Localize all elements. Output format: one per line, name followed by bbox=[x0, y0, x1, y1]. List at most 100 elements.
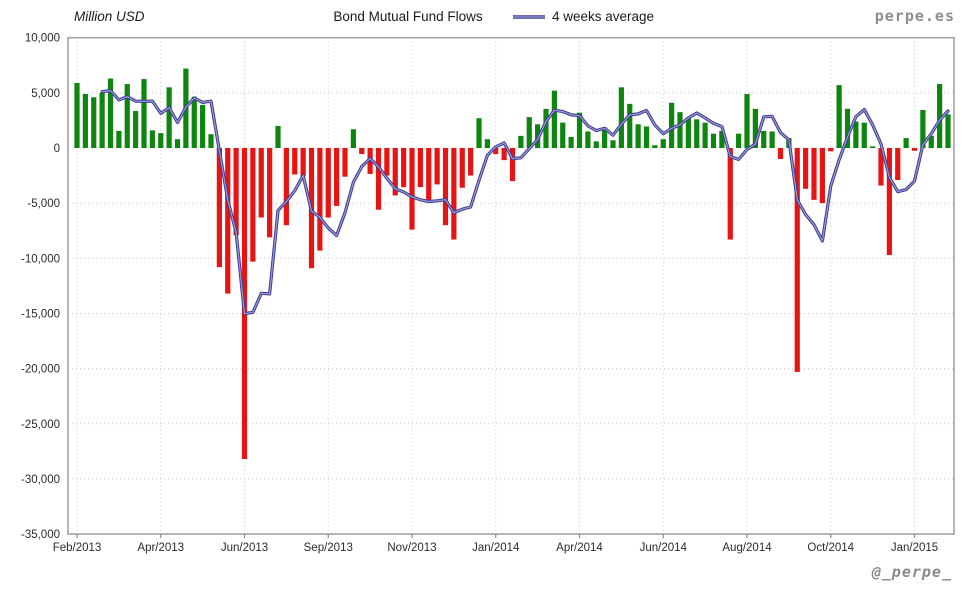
y-axis-tick-label: 10,000 bbox=[25, 33, 60, 45]
legend-label: 4 weeks average bbox=[552, 9, 655, 24]
x-axis-tick-label: Jan/2015 bbox=[891, 542, 938, 554]
x-axis-tick-label: Apr/2014 bbox=[556, 542, 603, 554]
y-axis-tick-label: -35,000 bbox=[21, 529, 60, 541]
y-axis-tick-label: 0 bbox=[54, 143, 60, 155]
flow-bar-positive bbox=[702, 122, 708, 148]
plot-border bbox=[67, 36, 955, 535]
flow-bar-positive bbox=[568, 136, 574, 148]
flow-bar-negative bbox=[300, 148, 306, 177]
flow-bar-positive bbox=[166, 87, 172, 148]
flow-bar-positive bbox=[643, 126, 650, 148]
y-axis-tick-label: -25,000 bbox=[21, 419, 60, 431]
flow-bar-negative bbox=[342, 148, 348, 177]
flow-bar-negative bbox=[878, 148, 884, 186]
x-axis-tick-label: Oct/2014 bbox=[807, 542, 854, 554]
flow-bar-negative bbox=[359, 148, 365, 155]
flow-bar-negative bbox=[459, 148, 465, 188]
flow-bar-negative bbox=[401, 148, 407, 188]
flow-bar-negative bbox=[828, 148, 834, 152]
flow-bar-positive bbox=[861, 122, 867, 148]
flow-bar-positive bbox=[744, 93, 750, 148]
y-axis-tick-label: 5,000 bbox=[31, 88, 60, 100]
flow-bar-positive bbox=[844, 108, 851, 148]
x-axis-tick-label: Jun/2014 bbox=[640, 542, 688, 554]
flow-bar-negative bbox=[267, 148, 273, 238]
flow-bar-positive bbox=[761, 130, 767, 148]
flow-bar-positive bbox=[560, 122, 566, 148]
flow-bar-positive bbox=[350, 129, 356, 148]
flow-bar-positive bbox=[174, 139, 181, 148]
flow-bar-negative bbox=[442, 148, 449, 226]
flow-bar-negative bbox=[334, 148, 340, 206]
flow-bar-positive bbox=[870, 146, 876, 148]
y-axis-tick-label: -5,000 bbox=[27, 198, 60, 210]
flow-bar-negative bbox=[375, 148, 382, 210]
brand-watermark: perpe.es bbox=[874, 7, 955, 25]
flow-bar-positive bbox=[99, 92, 105, 148]
flow-bar-positive bbox=[576, 112, 583, 148]
flow-bar-negative bbox=[886, 148, 892, 255]
flow-bar-negative bbox=[509, 148, 516, 182]
y-axis-tick-label: -30,000 bbox=[21, 474, 60, 486]
flow-bar-positive bbox=[585, 131, 591, 148]
flow-bar-positive bbox=[275, 125, 281, 148]
flow-bar-positive bbox=[836, 85, 842, 148]
flow-bar-positive bbox=[660, 139, 666, 148]
flow-bar-positive bbox=[736, 133, 742, 148]
twitter-handle: @_perpe_ bbox=[871, 563, 952, 581]
flow-bar-positive bbox=[593, 141, 599, 148]
flow-bar-positive bbox=[543, 108, 549, 148]
flow-bar-positive bbox=[200, 104, 206, 148]
flow-bar-positive bbox=[191, 96, 197, 148]
flow-bar-positive bbox=[133, 111, 139, 148]
flow-bar-negative bbox=[367, 148, 373, 174]
flow-bar-negative bbox=[727, 148, 733, 240]
flow-bar-positive bbox=[685, 117, 691, 148]
flow-bar-negative bbox=[501, 148, 507, 161]
flow-bar-positive bbox=[82, 93, 88, 148]
x-axis-tick-label: Sep/2013 bbox=[304, 542, 353, 554]
flow-bar-positive bbox=[602, 127, 608, 148]
flow-bar-negative bbox=[895, 148, 901, 180]
flow-bar-positive bbox=[694, 119, 700, 148]
x-axis-tick-label: Aug/2014 bbox=[722, 542, 772, 554]
y-axis-units-label: Million USD bbox=[74, 9, 145, 24]
flow-bar-positive bbox=[853, 121, 859, 148]
flow-bar-positive bbox=[710, 133, 717, 148]
flow-bar-negative bbox=[803, 148, 809, 189]
legend: 4 weeks average bbox=[512, 9, 654, 24]
flow-bar-negative bbox=[283, 148, 289, 226]
flow-bar-positive bbox=[903, 138, 909, 148]
flow-bar-positive bbox=[484, 139, 490, 148]
flow-bar-positive bbox=[937, 84, 943, 148]
flow-bar-positive bbox=[635, 124, 641, 148]
flow-bar-negative bbox=[819, 148, 825, 204]
flow-bar-positive bbox=[752, 108, 758, 148]
average-line-core bbox=[101, 89, 949, 315]
flow-bar-negative bbox=[811, 148, 817, 200]
flow-bar-negative bbox=[794, 148, 800, 372]
flow-bar-negative bbox=[426, 148, 432, 203]
flow-bar-positive bbox=[476, 118, 482, 148]
y-axis-tick-label: -10,000 bbox=[21, 253, 60, 265]
flow-bar-negative bbox=[384, 148, 390, 176]
x-axis-tick-label: Nov/2013 bbox=[387, 542, 436, 554]
flow-bar-positive bbox=[719, 130, 725, 148]
flow-bar-positive bbox=[551, 90, 557, 148]
y-axis-tick-label: -15,000 bbox=[21, 308, 60, 320]
flow-bar-positive bbox=[669, 102, 675, 148]
flow-bar-positive bbox=[124, 84, 130, 148]
flow-bar-positive bbox=[618, 87, 624, 148]
flow-bar-positive bbox=[677, 112, 683, 148]
x-axis-tick-label: Jan/2014 bbox=[472, 542, 520, 554]
flow-bar-positive bbox=[91, 97, 97, 148]
flow-bar-negative bbox=[417, 148, 423, 188]
flow-bar-negative bbox=[777, 148, 784, 160]
flow-bar-positive bbox=[107, 78, 114, 148]
flow-bar-negative bbox=[258, 148, 264, 218]
flow-bar-negative bbox=[911, 148, 918, 151]
flow-bar-positive bbox=[158, 133, 164, 148]
legend-line-icon bbox=[513, 14, 545, 19]
